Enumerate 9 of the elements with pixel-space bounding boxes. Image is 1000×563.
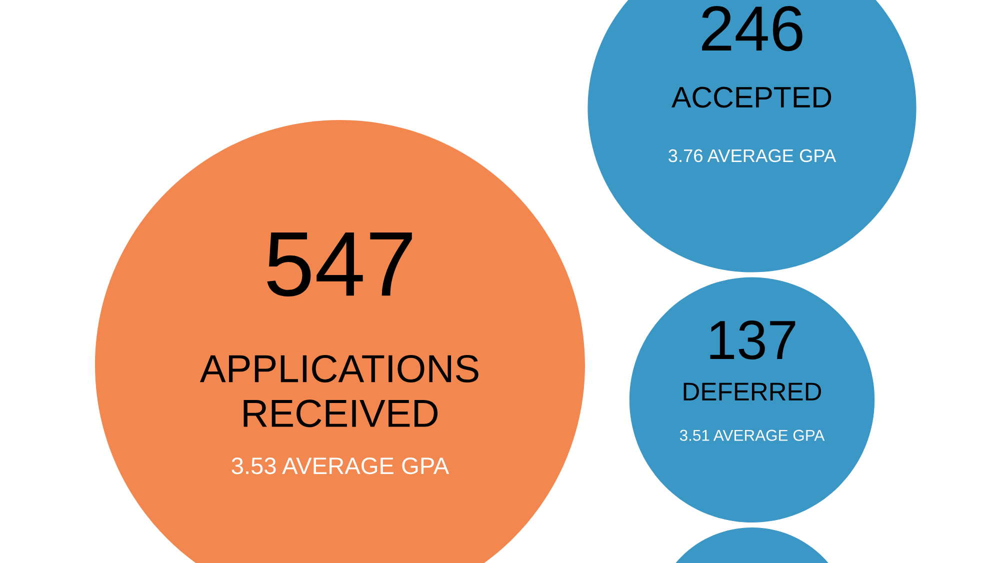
text: 3.53 AVERAGE GPA (232, 458, 450, 474)
category-label: ACCEPTED (672, 86, 832, 108)
data-label: 246 (702, 6, 802, 52)
data-label: 137 (710, 320, 796, 360)
text: 3.51 AVERAGE GPA (680, 430, 825, 441)
text: 3.76 AVERAGE GPA (668, 149, 836, 162)
category-label: DEFERRED (684, 382, 822, 400)
data-label: 547 (267, 232, 412, 297)
category-label: APPLICATIONS RECEIVED (200, 354, 478, 428)
